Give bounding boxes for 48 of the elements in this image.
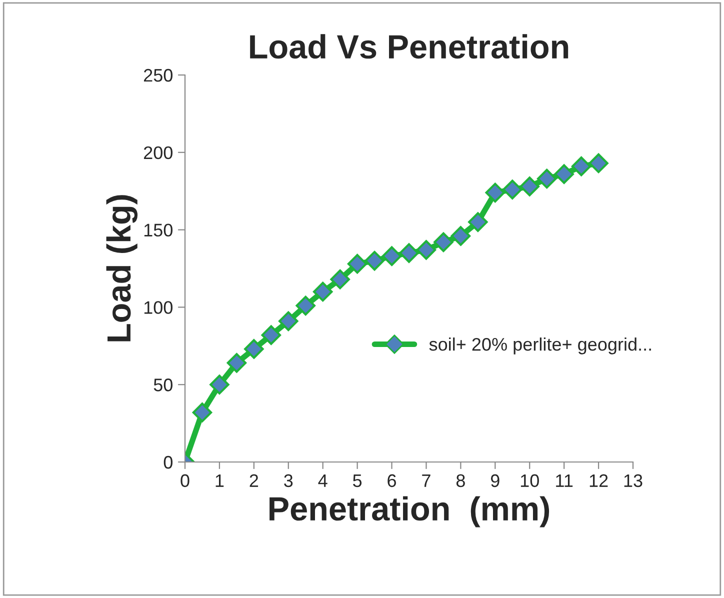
point bbox=[588, 153, 608, 174]
x-tick-label: 7 bbox=[422, 474, 430, 487]
point bbox=[536, 168, 557, 189]
point bbox=[278, 311, 298, 332]
point bbox=[554, 164, 574, 184]
point bbox=[502, 180, 522, 200]
y-tick-label: 250 bbox=[144, 68, 172, 82]
point bbox=[450, 226, 471, 246]
point bbox=[347, 254, 368, 274]
point bbox=[520, 176, 540, 196]
point bbox=[261, 325, 282, 345]
point bbox=[416, 240, 436, 260]
x-tick-label: 5 bbox=[353, 474, 362, 488]
point bbox=[312, 282, 333, 302]
point bbox=[468, 212, 488, 232]
x-tick-label: 0 bbox=[180, 474, 190, 488]
point bbox=[296, 296, 316, 316]
point bbox=[382, 246, 402, 266]
x-tick-label: 1 bbox=[216, 474, 224, 487]
point bbox=[485, 182, 506, 203]
point bbox=[244, 339, 264, 359]
x-tick-label: 9 bbox=[490, 474, 500, 488]
point bbox=[210, 374, 230, 394]
point bbox=[364, 250, 384, 271]
legend-label: soil+ 20% perlite+ geogrid... bbox=[429, 337, 651, 354]
x-tick-label: 3 bbox=[284, 474, 293, 488]
x-tick-label: 11 bbox=[556, 474, 573, 487]
point bbox=[571, 156, 592, 176]
x-tick-label: 2 bbox=[250, 474, 258, 487]
point bbox=[192, 402, 212, 422]
x-tick-label: 13 bbox=[624, 474, 642, 488]
point bbox=[226, 353, 247, 373]
chart-title: Load Vs Penetration bbox=[250, 34, 568, 59]
y-axis-title: Load (kg) bbox=[106, 195, 138, 342]
point bbox=[399, 243, 419, 263]
y-tick-label: 100 bbox=[144, 301, 172, 314]
y-tick-label: 200 bbox=[144, 146, 172, 160]
point bbox=[330, 269, 350, 290]
x-axis-title: Penetration (mm) bbox=[270, 496, 550, 528]
x-tick-label: 8 bbox=[456, 474, 465, 488]
x-tick-label: 6 bbox=[388, 474, 396, 488]
x-tick-label: 10 bbox=[520, 474, 539, 488]
y-tick-label: 50 bbox=[154, 378, 172, 392]
x-tick-label: 12 bbox=[590, 474, 608, 487]
y-tick-label: 0 bbox=[164, 456, 172, 469]
x-tick-label: 4 bbox=[318, 474, 328, 487]
point bbox=[434, 232, 454, 252]
y-tick-label: 150 bbox=[144, 224, 172, 237]
